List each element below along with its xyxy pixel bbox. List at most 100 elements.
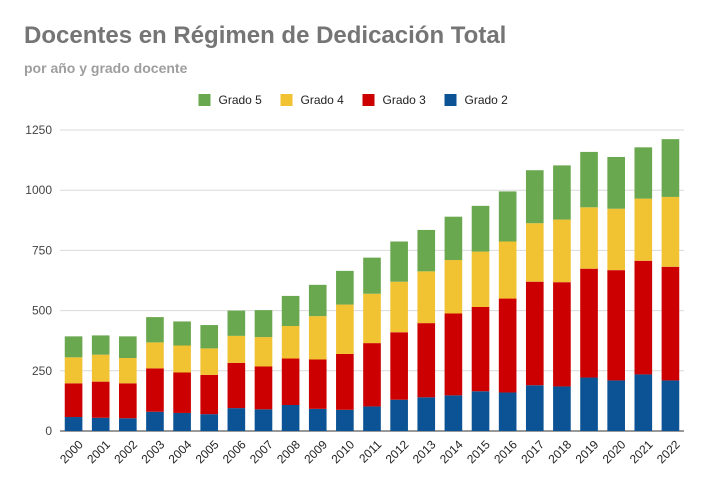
x-tick-label: 2017 <box>518 437 547 466</box>
bar-grado-2-2001 <box>91 417 110 431</box>
legend-label: Grado 5 <box>219 93 263 107</box>
bar-grado-2-2018 <box>553 386 571 431</box>
bar-grado-2-2005 <box>200 414 219 431</box>
bar-grado-3-2007 <box>254 366 273 410</box>
bar-grado-5-2016 <box>498 191 517 242</box>
bar-grado-3-2018 <box>553 282 571 387</box>
bars <box>64 139 680 431</box>
x-tick-label: 2012 <box>383 437 412 466</box>
bar-grado-3-2008 <box>281 358 300 405</box>
x-tick-label: 2018 <box>545 437 574 466</box>
bar-grado-5-2008 <box>281 295 300 327</box>
bar-grado-4-2017 <box>525 223 544 282</box>
bar-grado-4-2022 <box>661 196 680 267</box>
x-tick-label: 2015 <box>464 437 493 466</box>
x-tick-label: 2000 <box>57 437 86 466</box>
legend-swatch <box>362 94 375 106</box>
x-tick-label: 2014 <box>437 437 466 466</box>
bar-grado-5-2018 <box>553 165 571 220</box>
legend-label: Grado 3 <box>383 93 427 107</box>
bar-grado-5-2022 <box>661 139 680 197</box>
bar-grado-2-2004 <box>173 412 191 431</box>
bar-grado-3-2010 <box>336 353 354 410</box>
bar-grado-3-2004 <box>173 372 191 413</box>
bar-grado-4-2003 <box>146 342 164 369</box>
y-tick-label: 250 <box>32 364 52 378</box>
x-tick-label: 2013 <box>410 437 439 466</box>
x-tick-label: 2016 <box>491 437 520 466</box>
y-tick-label: 0 <box>45 424 52 438</box>
bar-grado-3-2015 <box>471 306 490 392</box>
bar-grado-5-2015 <box>471 205 490 252</box>
x-tick-label: 2008 <box>274 437 303 466</box>
bar-grado-3-2002 <box>119 383 137 419</box>
bar-grado-4-2004 <box>173 345 191 373</box>
bar-grado-4-2002 <box>119 358 137 384</box>
x-axis-ticks: 2000200120022003200420052006200720082009… <box>57 437 683 466</box>
bar-grado-4-2007 <box>254 337 273 367</box>
bar-grado-3-2005 <box>200 374 219 415</box>
x-tick-label: 2004 <box>166 437 195 466</box>
bar-grado-4-2016 <box>498 241 517 299</box>
bar-grado-4-2006 <box>227 335 246 363</box>
bar-grado-2-2012 <box>390 399 408 431</box>
bar-grado-4-2001 <box>91 354 110 382</box>
bar-grado-3-2012 <box>390 332 408 400</box>
bar-grado-4-2005 <box>200 348 219 375</box>
bar-grado-3-2006 <box>227 362 246 409</box>
y-tick-label: 500 <box>32 304 52 318</box>
bar-grado-2-2010 <box>336 409 354 431</box>
bar-grado-2-2008 <box>281 404 300 431</box>
x-tick-label: 2022 <box>654 437 683 466</box>
bar-grado-3-2019 <box>580 268 598 378</box>
bar-grado-3-2021 <box>634 260 653 375</box>
x-tick-label: 2021 <box>627 437 656 466</box>
bar-grado-5-2000 <box>64 336 83 358</box>
legend-swatch <box>198 94 211 106</box>
y-tick-label: 1250 <box>25 123 52 137</box>
bar-grado-3-2000 <box>64 383 83 418</box>
bar-grado-3-2022 <box>661 266 680 381</box>
bar-grado-4-2000 <box>64 357 83 384</box>
bar-grado-5-2001 <box>91 335 110 355</box>
bar-grado-4-2021 <box>634 198 653 261</box>
bar-grado-5-2019 <box>580 151 598 208</box>
bar-grado-5-2020 <box>607 156 625 209</box>
x-tick-label: 2019 <box>573 437 602 466</box>
bar-grado-2-2007 <box>254 409 273 431</box>
x-tick-label: 2006 <box>220 437 249 466</box>
bar-grado-3-2003 <box>146 368 164 412</box>
bar-grado-4-2008 <box>281 326 300 359</box>
legend-label: Grado 4 <box>301 93 345 107</box>
x-tick-label: 2003 <box>139 437 168 466</box>
bar-grado-5-2021 <box>634 147 653 199</box>
bar-grado-3-2001 <box>91 381 110 418</box>
bar-grado-5-2004 <box>173 321 191 346</box>
bar-grado-4-2010 <box>336 304 354 354</box>
bar-grado-4-2019 <box>580 207 598 269</box>
bar-grado-5-2013 <box>417 229 436 272</box>
legend-swatch <box>444 94 457 106</box>
bar-grado-2-2013 <box>417 397 436 431</box>
bar-grado-5-2014 <box>444 216 463 261</box>
bar-grado-2-2015 <box>471 391 490 431</box>
legend: Grado 5 Grado 4 Grado 3 Grado 2 <box>198 93 508 107</box>
bar-grado-4-2011 <box>363 293 381 344</box>
bar-grado-5-2010 <box>336 270 354 305</box>
bar-grado-3-2017 <box>525 281 544 386</box>
bar-grado-2-2020 <box>607 380 625 431</box>
bar-grado-2-2019 <box>580 377 598 431</box>
y-tick-label: 750 <box>32 243 52 257</box>
bar-grado-2-2011 <box>363 406 381 431</box>
x-tick-label: 2005 <box>193 437 222 466</box>
bar-grado-4-2009 <box>308 316 327 360</box>
x-tick-label: 2010 <box>328 437 357 466</box>
bar-grado-3-2013 <box>417 323 436 398</box>
bar-grado-3-2014 <box>444 313 463 396</box>
bar-grado-4-2014 <box>444 260 463 314</box>
bar-grado-5-2006 <box>227 310 246 336</box>
x-tick-label: 2011 <box>356 437 384 465</box>
x-tick-label: 2009 <box>301 437 330 466</box>
bar-grado-5-2009 <box>308 284 327 317</box>
